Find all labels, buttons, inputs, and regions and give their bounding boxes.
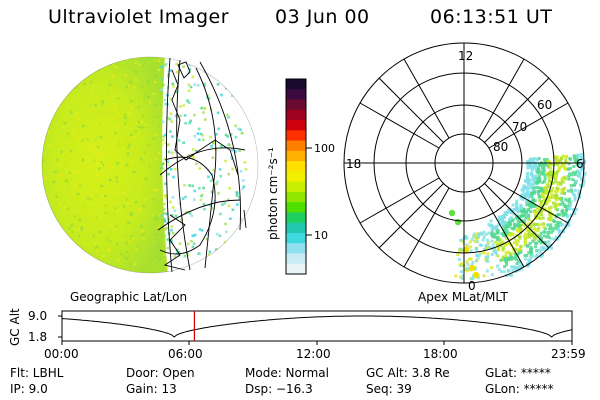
mlt-label-18: 18 [346, 157, 361, 171]
geographic-grid [157, 57, 247, 273]
colorbar-tick-10: 10 [314, 229, 328, 242]
altitude-y-bottom: 1.8 [28, 330, 47, 344]
footer-flt: Flt: LBHL [10, 366, 64, 380]
time-tick-0600: 06:00 [168, 347, 203, 361]
mlat-label-60: 60 [537, 98, 552, 112]
geographic-caption: Geographic Lat/Lon [70, 290, 187, 304]
mlt-label-12: 12 [458, 49, 473, 63]
time-tick-1800: 18:00 [423, 347, 458, 361]
time-tick-0000: 00:00 [44, 347, 79, 361]
altitude-curve [61, 315, 573, 338]
altitude-axis-label: GC Alt [8, 308, 22, 346]
colorbar-tick-100: 100 [314, 142, 335, 155]
time-label: 06:13:51 UT [430, 6, 553, 28]
footer-ip: IP: 9.0 [10, 382, 48, 396]
footer-seq: Seq: 39 [366, 382, 412, 396]
colorbar: 100 10 photon cm⁻²s⁻¹ [266, 78, 335, 275]
time-tick-2359: 23:59 [551, 347, 586, 361]
time-tick-1200: 12:00 [296, 347, 331, 361]
colorbar-units: photon cm⁻²s⁻¹ [266, 147, 280, 240]
footer-gain: Gain: 13 [126, 382, 177, 396]
auroral-oval [448, 153, 587, 281]
footer-gc-alt: GC Alt: 3.8 Re [366, 366, 450, 380]
footer-door: Door: Open [126, 366, 195, 380]
footer-glon: GLon: ***** [485, 382, 554, 396]
mlat-label-80: 80 [493, 140, 508, 154]
altitude-strip: GC Alt 9.0 1.8 00:00 06:00 12:00 18:00 2… [8, 308, 586, 361]
footer-mode: Mode: Normal [245, 366, 329, 380]
instrument-title: Ultraviolet Imager [48, 6, 230, 28]
footer-dsp: Dsp: −16.3 [245, 382, 313, 396]
polar-plot: 12 18 6 0 60 70 80 [343, 42, 587, 293]
date-label: 03 Jun 00 [275, 6, 370, 28]
geographic-image [41, 56, 259, 274]
mlt-label-0: 0 [468, 279, 476, 293]
mlat-label-70: 70 [512, 120, 527, 134]
mlt-label-6: 6 [576, 157, 584, 171]
footer-glat: GLat: ***** [485, 366, 551, 380]
altitude-y-top: 9.0 [28, 309, 47, 323]
apex-caption: Apex MLat/MLT [418, 290, 508, 304]
